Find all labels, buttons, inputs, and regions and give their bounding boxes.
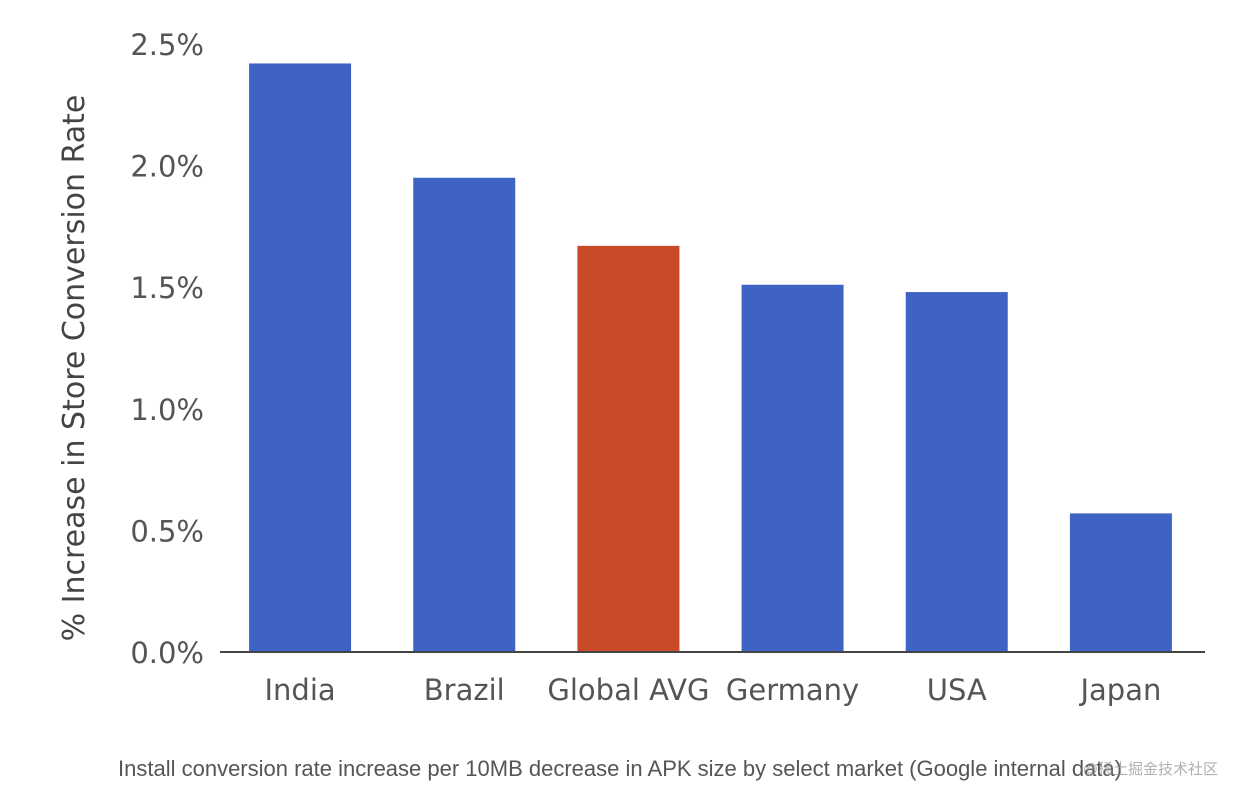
y-tick-label: 1.0%: [130, 393, 204, 427]
y-tick-label: 0.5%: [130, 514, 204, 548]
bar-chart: 0.0% 0.5% 1.0% 1.5% 2.0% 2.5% India Brazil Glob…: [57, 28, 1205, 707]
bar-japan: [1069, 513, 1172, 652]
x-tick-label: USA: [927, 673, 987, 707]
y-tick-label: 1.5%: [130, 271, 204, 305]
bar-india: [249, 63, 352, 653]
bars: [249, 63, 1172, 653]
bar-global-avg: [577, 245, 680, 652]
x-tick-label: India: [264, 673, 335, 707]
y-tick-label: 2.0%: [130, 150, 204, 184]
x-tick-label: Global AVG: [547, 673, 709, 707]
x-tick-label: Brazil: [424, 673, 505, 707]
bar-germany: [741, 284, 844, 652]
y-axis-title: % Increase in Store Conversion Rate: [57, 95, 92, 642]
figure-caption: Install conversion rate increase per 10M…: [118, 756, 1122, 781]
bar-brazil: [413, 177, 516, 652]
x-tick-label: Germany: [726, 673, 859, 707]
watermark: @稀土掘金技术社区: [1082, 761, 1218, 778]
x-tick-label: Japan: [1078, 673, 1161, 707]
y-tick-label: 2.5%: [130, 28, 204, 62]
y-axis-ticks: 0.0% 0.5% 1.0% 1.5% 2.0% 2.5%: [130, 28, 204, 670]
x-axis-labels: India Brazil Global AVG Germany USA Japan: [264, 673, 1161, 707]
y-tick-label: 0.0%: [130, 636, 204, 670]
bar-usa: [905, 292, 1008, 652]
chart-svg: 0.0% 0.5% 1.0% 1.5% 2.0% 2.5% India Brazil Glob…: [57, 28, 1205, 707]
